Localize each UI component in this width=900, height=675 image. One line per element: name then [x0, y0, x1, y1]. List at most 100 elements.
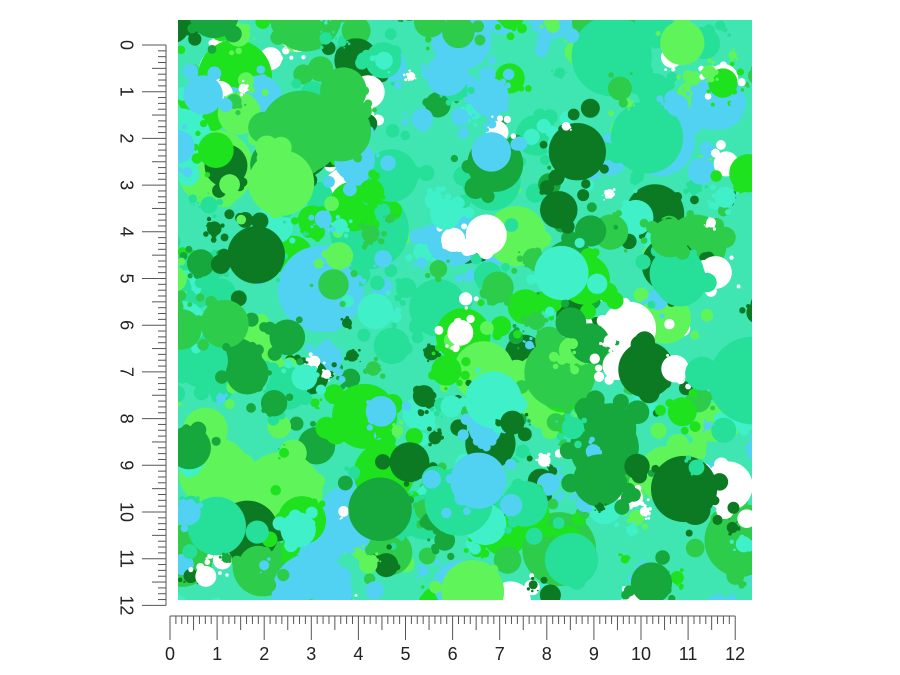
splat-drop [448, 606, 461, 619]
splat-drop [524, 429, 530, 435]
splat-blob [248, 150, 315, 216]
splat-drop [766, 311, 770, 315]
splat-drop [547, 464, 550, 467]
splat-drop [419, 595, 428, 600]
splat-drop [167, 551, 169, 553]
splat-drop [627, 5, 635, 13]
splat-blob [431, 355, 462, 386]
splat-drop [392, 423, 396, 427]
ruler-label: 0 [165, 644, 175, 664]
splat-drop [725, 209, 732, 216]
splat-drop [770, 408, 775, 413]
splat [420, 53, 469, 97]
splat-drop [305, 506, 318, 519]
splat-drop [560, 299, 570, 308]
splat-blob [500, 410, 525, 435]
splat-drop [418, 285, 424, 291]
splat-drop [218, 555, 222, 559]
splat-drop [224, 399, 235, 410]
splat-drop [771, 392, 802, 423]
splat-drop [251, 212, 269, 230]
splat-drop [676, 583, 679, 586]
splat-drop [548, 351, 559, 362]
splat-drop [561, 124, 564, 126]
splat-drop [716, 140, 726, 150]
splat-blob [318, 269, 349, 300]
splat-drop [628, 505, 633, 510]
splat-drop [350, 270, 358, 278]
splat-drop [268, 204, 283, 219]
splat-drop [231, 555, 243, 567]
splat-drop [190, 0, 205, 5]
splat-drop [329, 20, 332, 22]
splat-drop [754, 62, 760, 68]
splat-drop [473, 122, 478, 127]
splat-drop [543, 317, 549, 323]
splat-drop [457, 317, 461, 322]
ruler-label: 7 [116, 367, 136, 377]
splat [359, 552, 382, 574]
splat-drop [528, 423, 531, 426]
splat-drop [522, 330, 525, 333]
splat-drop [413, 11, 416, 14]
splat-drop [256, 150, 272, 166]
splat-drop [464, 306, 468, 310]
splat-blob [571, 20, 652, 97]
splat [178, 594, 186, 600]
splat-drop [759, 432, 783, 456]
splat-blob [425, 53, 469, 97]
splat-drop [353, 153, 363, 163]
splat-drop [604, 503, 607, 506]
splat-drop [570, 365, 580, 375]
splat-drop [486, 293, 499, 306]
splat-drop [614, 499, 630, 515]
splat-drop [689, 421, 701, 432]
splat-drop [187, 273, 193, 279]
splat-drop [761, 151, 774, 164]
splat-drop [722, 261, 725, 264]
splat-drop [380, 194, 386, 200]
splat [335, 35, 351, 50]
splat-drop [197, 502, 204, 509]
splat-blob [357, 293, 394, 330]
splat-drop [608, 348, 613, 353]
splat-drop [755, 330, 770, 345]
splat-drop [178, 435, 179, 437]
splat-drop [394, 261, 398, 265]
splat-drop [526, 274, 537, 285]
splat-drop [222, 343, 231, 352]
splat-drop [235, 109, 241, 116]
splat-blob [555, 307, 587, 339]
splat [412, 257, 429, 270]
splat-drop [179, 498, 187, 507]
splat-drop [376, 437, 378, 440]
splat-drop [475, 367, 482, 374]
splat-drop [310, 365, 318, 373]
splat-drop [310, 420, 317, 427]
splat-drop [195, 293, 205, 302]
splat-drop [631, 15, 633, 17]
splat-drop [289, 416, 304, 431]
splat [522, 336, 535, 350]
splat-drop [661, 207, 669, 214]
splat-drop [498, 102, 509, 113]
splat-drop [461, 159, 476, 174]
splat-drop [704, 185, 709, 189]
splat-drop [555, 599, 558, 600]
splat-drop [211, 232, 217, 238]
splat-drop [605, 195, 609, 199]
splat-drop [681, 15, 684, 18]
splat-drop [561, 125, 564, 128]
splat-drop [195, 287, 201, 293]
splat-drop [358, 222, 365, 229]
splat-drop [340, 317, 344, 321]
splat [178, 568, 199, 585]
splat [728, 48, 739, 63]
splat-drop [307, 519, 316, 528]
splat-drop [548, 169, 565, 186]
splat-blob [361, 224, 380, 243]
splat-blob [338, 506, 349, 517]
splat-drop [463, 272, 466, 276]
splat-drop [364, 544, 376, 556]
